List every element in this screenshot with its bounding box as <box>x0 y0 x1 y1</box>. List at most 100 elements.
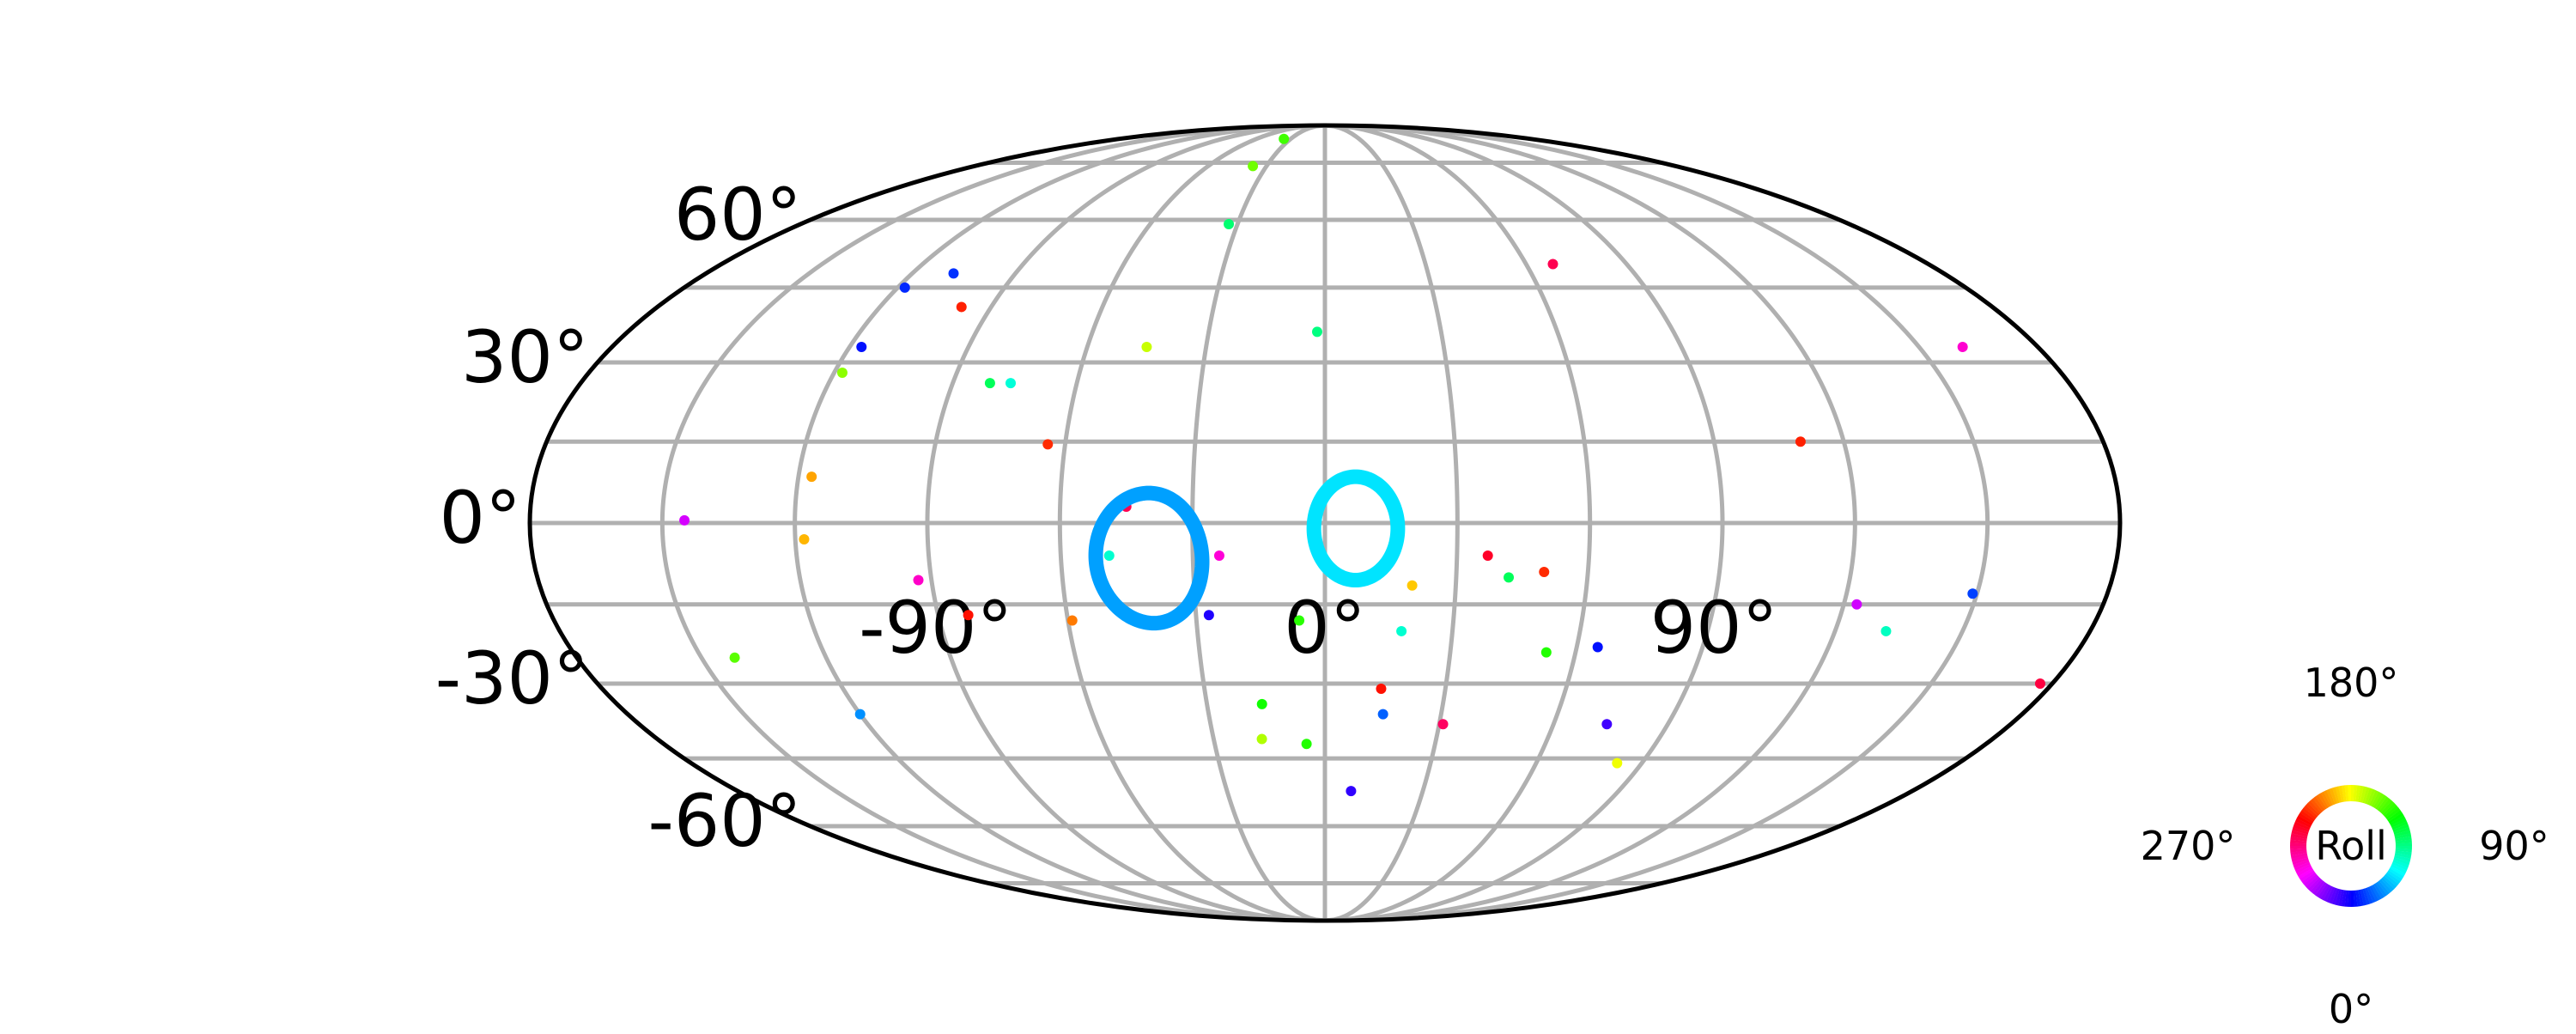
colorwheel-segment <box>2394 853 2412 859</box>
data-point <box>1005 378 1016 389</box>
data-point <box>1539 567 1550 578</box>
colorwheel-segment <box>2315 882 2327 897</box>
meridian-line <box>1324 125 1990 921</box>
data-point <box>1377 709 1388 720</box>
colorwheel-segment <box>2290 833 2308 839</box>
colorwheel-segment <box>2388 867 2404 879</box>
colorwheel-segment <box>2293 821 2311 830</box>
colorwheel-segment <box>2300 870 2316 882</box>
colorwheel-segment <box>2290 846 2307 849</box>
data-point <box>1482 550 1493 562</box>
colorwheel-segment <box>2380 800 2395 815</box>
meridian-line <box>1324 125 1593 921</box>
colorwheel-segment <box>2344 890 2349 907</box>
colorwheel-segment <box>2292 827 2309 835</box>
colorwheel-segment <box>2390 866 2406 877</box>
colorwheel-segment <box>2353 890 2358 907</box>
colorwheel-segment <box>2362 787 2370 804</box>
scatter-points <box>679 133 2045 797</box>
colorwheel-segment <box>2318 883 2330 899</box>
data-point <box>854 709 866 720</box>
colorwheel-segment <box>2291 855 2308 862</box>
data-point <box>836 368 848 379</box>
colorwheel-segment <box>2393 857 2410 865</box>
colorwheel-segment <box>2358 889 2364 907</box>
colorwheel-segment <box>2382 875 2397 890</box>
colorwheel-segment <box>2350 785 2354 802</box>
colorwheel-tick-label: 270° <box>2141 823 2236 869</box>
data-point <box>1203 610 1214 621</box>
colorwheel-segment <box>2360 786 2367 803</box>
colorwheel-segment <box>2295 864 2312 874</box>
colorwheel-segment <box>2293 860 2310 868</box>
colorwheel-segment <box>2320 791 2331 808</box>
colorwheel-segment <box>2318 793 2329 809</box>
meridian-line <box>1324 125 1460 921</box>
colorwheel-segment <box>2301 872 2317 885</box>
data-point <box>1346 786 1357 797</box>
colorwheel-segment <box>2393 826 2410 835</box>
data-point <box>1851 599 1862 610</box>
colorwheel-segment <box>2362 888 2371 905</box>
colorwheel-segment <box>2303 873 2318 887</box>
data-point <box>679 514 690 526</box>
colorwheel-label: Roll <box>2315 823 2387 869</box>
colorwheel-segment <box>2392 859 2409 868</box>
colorwheel-segment <box>2315 794 2327 811</box>
data-point <box>1601 719 1613 730</box>
colorwheel-segment <box>2323 885 2333 902</box>
data-point <box>1547 258 1558 270</box>
roll-colorwheel: Roll 180° 90° 0° 270° <box>2141 660 2549 1032</box>
data-point <box>1301 739 1312 750</box>
colorwheel-segment <box>2379 879 2392 894</box>
colorwheel-segment <box>2395 836 2412 842</box>
colorwheel-segment <box>2329 887 2338 904</box>
lat-tick-label: -30° <box>435 636 589 721</box>
meridian-line <box>659 125 1326 921</box>
colorwheel-segment <box>2389 815 2406 826</box>
colorwheel-segment <box>2290 839 2307 844</box>
colorwheel-segment <box>2310 879 2324 894</box>
data-point <box>899 282 910 293</box>
data-point <box>729 652 740 663</box>
colorwheel-segment <box>2372 793 2385 809</box>
colorwheel-segment <box>2326 886 2336 903</box>
lat-tick-label: 60° <box>674 173 802 257</box>
ring-marker <box>1088 485 1210 631</box>
colorwheel-segment <box>2388 812 2404 824</box>
data-point <box>856 342 867 353</box>
colorwheel-segment <box>2373 883 2385 899</box>
colorwheel-segment <box>2394 855 2411 862</box>
lon-tick-label: -90° <box>859 586 1012 670</box>
colorwheel-tick-label: 90° <box>2479 823 2549 869</box>
lon-tick-label: 90° <box>1650 586 1778 670</box>
map-boundary-ellipse <box>527 123 2123 923</box>
data-point <box>956 301 967 313</box>
meridian-line <box>925 125 1326 921</box>
data-point <box>1396 625 1407 636</box>
data-point <box>1042 439 1054 450</box>
colorwheel-segment <box>2296 866 2313 877</box>
colorwheel-segment <box>2371 884 2382 901</box>
colorwheel-segment <box>2301 807 2317 820</box>
colorwheel-segment <box>2295 818 2312 828</box>
colorwheel-segment <box>2395 848 2412 853</box>
data-point <box>1141 342 1152 353</box>
tick-labels: 60° 30° 0° -30° -60° -90° 0° 90° <box>435 173 1778 863</box>
colorwheel-tick-label: 0° <box>2329 986 2373 1031</box>
colorwheel-segment <box>2351 890 2354 907</box>
colorwheel-segment <box>2341 785 2347 802</box>
colorwheel-segment <box>2290 853 2308 859</box>
colorwheel-segment <box>2353 785 2358 802</box>
data-point <box>913 575 924 586</box>
colorwheel-segment <box>2395 842 2412 846</box>
colorwheel-segment <box>2344 785 2349 802</box>
data-point <box>1066 615 1078 626</box>
data-point <box>963 610 974 621</box>
colorwheel-segment <box>2338 785 2344 803</box>
colorwheel-segment <box>2394 830 2411 837</box>
colorwheel-segment <box>2375 881 2387 897</box>
colorwheel-segment <box>2384 805 2399 818</box>
data-point <box>1437 719 1449 730</box>
